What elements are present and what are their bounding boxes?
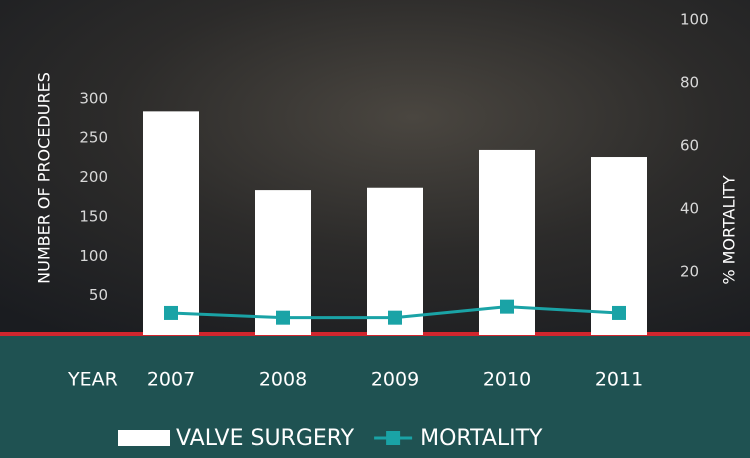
y-tick-label: 300 (79, 89, 108, 107)
legend-label: MORTALITY (420, 426, 543, 451)
line-marker (612, 305, 626, 320)
bottom-panel (0, 335, 750, 458)
bar (143, 111, 199, 335)
y2-tick-label: 60 (680, 137, 699, 155)
y2-tick-label: 20 (680, 263, 699, 281)
y-tick-label: 100 (79, 247, 108, 265)
x-tick-label: 2010 (483, 369, 531, 391)
line-marker (388, 310, 402, 325)
y2-axis-label: % MORTALITY (720, 175, 739, 285)
y-tick-label: 200 (79, 168, 108, 186)
y-tick-label: 250 (79, 129, 108, 147)
y-tick-label: 150 (79, 207, 108, 225)
y-tick-label: 50 (89, 286, 108, 304)
x-axis-label: YEAR (67, 369, 118, 391)
legend-swatch (118, 430, 170, 446)
x-tick-label: 2007 (147, 369, 195, 391)
y2-tick-label: 80 (680, 74, 699, 92)
y-axis-label: NUMBER OF PROCEDURES (35, 72, 54, 284)
y2-tick-label: 100 (680, 11, 709, 29)
y2-tick-label: 40 (680, 200, 699, 218)
x-tick-label: 2008 (259, 369, 307, 391)
legend-label: VALVE SURGERY (176, 426, 355, 451)
x-tick-label: 2009 (371, 369, 419, 391)
x-tick-label: 2011 (595, 369, 643, 391)
bar (591, 157, 647, 335)
bar (367, 187, 423, 335)
line-marker (276, 310, 290, 325)
line-marker (164, 305, 178, 320)
line-marker (500, 299, 514, 314)
legend-swatch (386, 431, 401, 445)
